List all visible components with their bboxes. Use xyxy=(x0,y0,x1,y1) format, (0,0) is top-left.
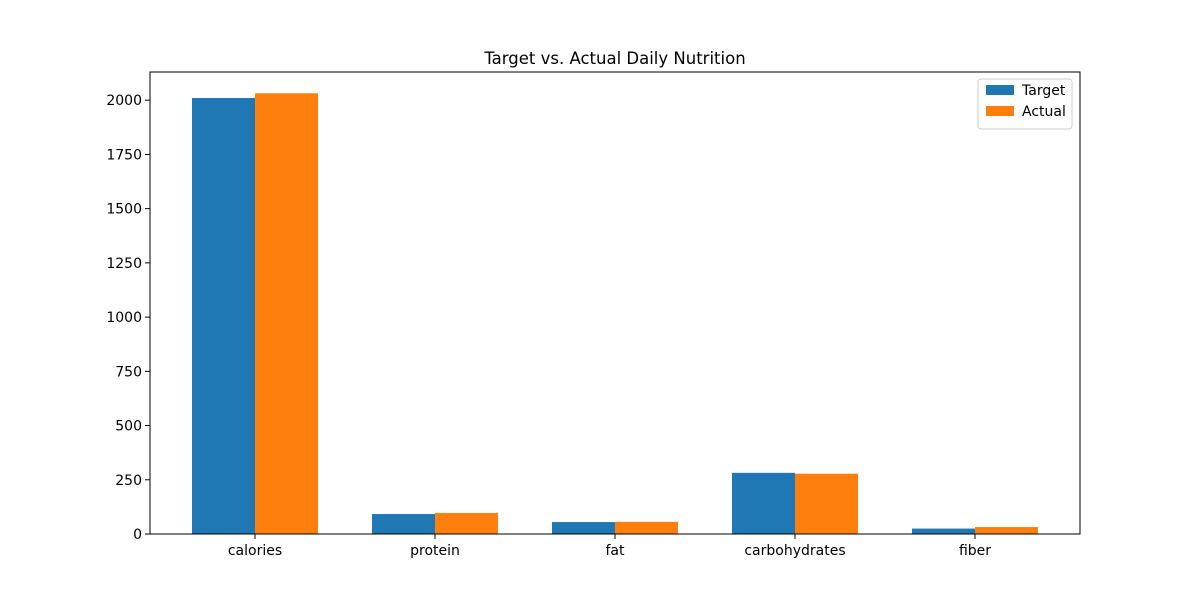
y-tick-label: 1000 xyxy=(106,310,142,326)
bar-target-fiber xyxy=(912,528,975,534)
legend: Target Actual xyxy=(977,78,1073,130)
bar-actual-fiber xyxy=(975,527,1038,534)
legend-label-actual: Actual xyxy=(1022,104,1066,120)
chart-title: Target vs. Actual Daily Nutrition xyxy=(483,49,745,68)
bar-actual-carbohydrates xyxy=(795,473,858,534)
y-tick-label: 1250 xyxy=(106,256,142,272)
x-tick-label: carbohydrates xyxy=(744,543,845,559)
x-tick-label: fiber xyxy=(959,543,991,559)
bar-target-calories xyxy=(192,98,255,534)
bar-actual-protein xyxy=(435,512,498,534)
x-tick-label: calories xyxy=(228,543,282,559)
y-tick-label: 0 xyxy=(133,527,142,543)
axes-layer: 0 250 500 750 1000 1250 1500 1750 2000 calories pr… xyxy=(106,71,1081,559)
y-tick-label: 500 xyxy=(115,419,142,435)
bar-target-fat xyxy=(552,522,615,534)
bar-target-carbohydrates xyxy=(732,472,795,534)
bar-actual-fat xyxy=(615,521,678,534)
legend-swatch-actual xyxy=(986,106,1014,116)
legend-swatch-target xyxy=(986,85,1014,95)
y-tick-label: 1500 xyxy=(106,202,142,218)
bars-layer xyxy=(192,93,1038,534)
legend-label-target: Target xyxy=(1021,83,1066,99)
y-tick-label: 250 xyxy=(115,473,142,489)
x-tick-label: protein xyxy=(410,543,460,559)
bar-target-protein xyxy=(372,514,435,534)
y-tick-label: 2000 xyxy=(106,93,142,109)
y-tick-label: 750 xyxy=(115,364,142,380)
bar-actual-calories xyxy=(255,93,318,534)
x-tick-label: fat xyxy=(606,543,626,559)
y-tick-label: 1750 xyxy=(106,147,142,163)
